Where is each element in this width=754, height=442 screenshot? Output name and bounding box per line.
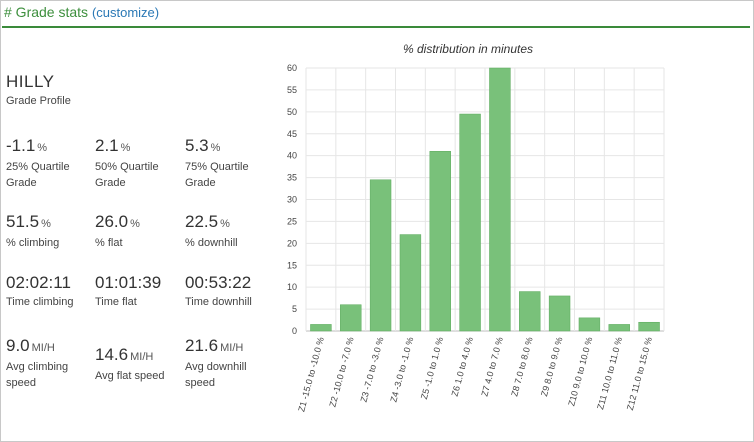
stat-quartile-25: -1.1% 25% Quartile Grade xyxy=(6,136,98,191)
stat-percent-downhill: 22.5% % downhill xyxy=(185,212,277,251)
grade-profile-label: Grade Profile xyxy=(6,95,71,107)
stat-value: 00:53:22 xyxy=(185,273,252,292)
stat-percent-climbing: 51.5% % climbing xyxy=(6,212,98,251)
stat-unit: MI/H xyxy=(220,342,244,354)
stat-label: 25% Quartile Grade xyxy=(6,161,70,189)
stat-value: -1.1 xyxy=(6,136,36,155)
grade-profile-value: HILLY xyxy=(6,72,55,91)
stat-label: 50% Quartile Grade xyxy=(95,161,159,189)
stat-label: Time climbing xyxy=(6,296,74,308)
stat-unit: % xyxy=(130,218,140,230)
stat-quartile-75: 5.3% 75% Quartile Grade xyxy=(185,136,277,191)
stat-label: Time flat xyxy=(95,296,137,308)
stat-label: % downhill xyxy=(185,237,238,249)
stat-unit: MI/H xyxy=(130,351,154,363)
stat-value: 5.3 xyxy=(185,136,209,155)
stat-value: 2.1 xyxy=(95,136,119,155)
stat-avg-downhill-speed: 21.6 MI/H Avg downhill speed xyxy=(185,336,271,391)
stat-value: 22.5 xyxy=(185,212,219,231)
stat-percent-flat: 26.0% % flat xyxy=(95,212,187,251)
customize-link[interactable]: (customize) xyxy=(91,5,160,20)
stat-label: % climbing xyxy=(6,237,60,249)
stat-unit: % xyxy=(210,142,221,154)
header-divider xyxy=(2,26,750,28)
stat-label: Avg flat speed xyxy=(95,370,165,382)
stat-value: 51.5 xyxy=(6,212,40,231)
panel-title: # Grade stats xyxy=(4,4,89,20)
stat-value: 14.6 xyxy=(95,345,129,364)
stat-time-climbing: 02:02:11 Time climbing xyxy=(6,273,98,310)
stat-value: 21.6 xyxy=(185,336,219,355)
stat-value: 9.0 xyxy=(6,336,30,355)
stat-unit: % xyxy=(41,218,51,230)
stat-label: 75% Quartile Grade xyxy=(185,161,249,189)
stat-unit: MI/H xyxy=(31,342,55,354)
stat-time-flat: 01:01:39 Time flat xyxy=(95,273,187,310)
stat-value: 02:02:11 xyxy=(6,273,71,292)
stat-avg-climbing-speed: 9.0 MI/H Avg climbing speed xyxy=(6,336,92,391)
stat-avg-flat-speed: 14.6 MI/H Avg flat speed xyxy=(95,345,185,384)
stat-label: % flat xyxy=(95,237,123,249)
panel-header: # Grade stats (customize) xyxy=(4,2,159,24)
stat-time-downhill: 00:53:22 Time downhill xyxy=(185,273,277,310)
stat-label: Avg downhill speed xyxy=(185,361,247,389)
stat-unit: % xyxy=(220,218,230,230)
stat-quartile-50: 2.1% 50% Quartile Grade xyxy=(95,136,187,191)
stat-unit: % xyxy=(37,142,48,154)
stat-value: 01:01:39 xyxy=(95,273,162,292)
stat-label: Time downhill xyxy=(185,296,252,308)
stat-label: Avg climbing speed xyxy=(6,361,69,389)
stat-unit: % xyxy=(120,142,131,154)
stat-value: 26.0 xyxy=(95,212,129,231)
